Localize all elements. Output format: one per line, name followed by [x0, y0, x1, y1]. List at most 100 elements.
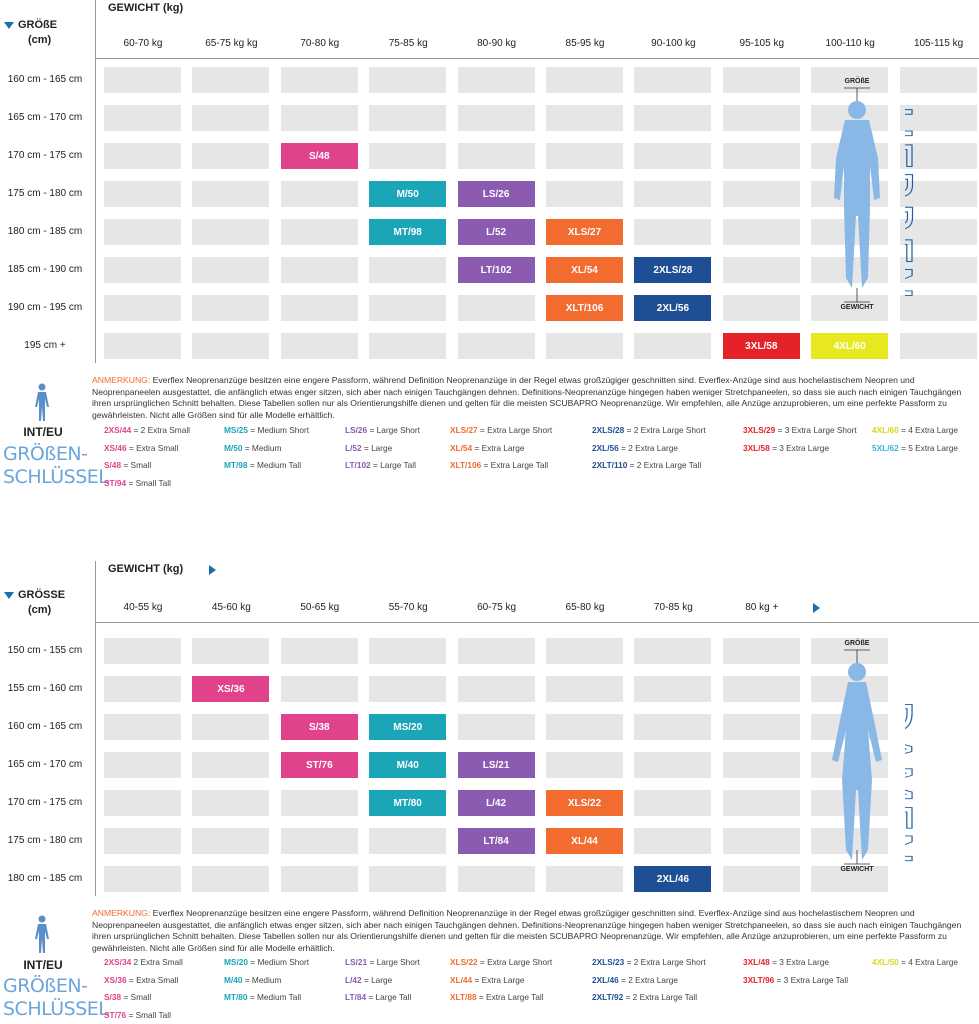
empty-cell	[280, 866, 358, 892]
key-text: = Extra Large Short	[477, 425, 553, 435]
body	[834, 120, 880, 288]
empty-cell	[104, 67, 181, 93]
empty-cell	[369, 866, 447, 892]
size-cell: XS/36	[192, 676, 270, 702]
key-code: S/38	[104, 992, 122, 1002]
key-text: = Medium Short	[247, 425, 310, 435]
key-code: XL/44	[450, 974, 473, 985]
empty-cell	[811, 638, 889, 664]
empty-cell	[634, 219, 712, 245]
head	[848, 663, 866, 681]
empty-cell	[546, 143, 623, 169]
key-code: ST/76	[104, 1009, 127, 1020]
figure-bottom-label: GEWICHT	[840, 304, 874, 311]
size-cell: L/52	[457, 219, 535, 245]
note-label: ANMERKUNG:	[92, 375, 151, 385]
key-text: = 5 Extra Large	[898, 442, 959, 453]
empty-cell	[546, 676, 623, 702]
empty-cell	[899, 295, 977, 321]
side-label: DAMEN	[905, 700, 925, 865]
empty-cell	[192, 67, 270, 93]
row-label: 175 cm - 180 cm	[7, 188, 83, 199]
empty-cell	[811, 67, 889, 93]
column-label: 95-105 kg	[739, 38, 785, 49]
key-text: = 2 Extra Large Short	[624, 957, 706, 967]
empty-cell	[369, 67, 447, 93]
key-entry: 2XL/46 = 2 Extra Large	[592, 975, 678, 985]
size-cell: LS/26	[457, 181, 535, 207]
column-label: 80 kg +	[745, 602, 779, 613]
key-code: XS/36	[104, 974, 127, 985]
empty-cell	[899, 143, 977, 169]
size-cell: S/48	[280, 143, 358, 169]
empty-cell	[634, 67, 712, 93]
size-cell: 2XLS/28	[634, 257, 712, 283]
key-entry: MS/20 = Medium Short	[224, 957, 309, 967]
size-cell: XLS/22	[546, 790, 623, 816]
note-text: Everflex Neoprenanzüge besitzen eine eng…	[92, 375, 962, 420]
empty-cell	[104, 714, 181, 740]
empty-cell	[192, 295, 270, 321]
key-text: = 3 Extra Large	[769, 442, 830, 453]
column-label: 85-95 kg	[565, 38, 605, 49]
key-code: LS/26	[345, 425, 368, 435]
size-cell: XL/54	[546, 257, 623, 283]
size-cell: 2XL/56	[634, 295, 712, 321]
figure-top-label: GRÖßE	[844, 640, 870, 647]
size-cell: ST/76	[280, 752, 358, 778]
key-text: = Extra Small	[126, 974, 179, 985]
row-label: 160 cm - 165 cm	[7, 721, 83, 732]
empty-cell	[369, 638, 447, 664]
empty-cell	[546, 714, 623, 740]
row-label: 170 cm - 175 cm	[7, 150, 83, 161]
key-entry: 2XLS/28 = 2 Extra Large Short	[592, 425, 706, 435]
key-code: 3XL/48	[743, 957, 770, 967]
empty-cell	[811, 866, 889, 892]
key-text: = Extra Large	[472, 974, 525, 985]
empty-cell	[722, 295, 800, 321]
key-entry: XLT/106 = Extra Large Tall	[450, 460, 548, 470]
empty-cell	[899, 257, 977, 283]
column-label: 45-60 kg	[211, 602, 251, 613]
key-entry: ST/76 = Small Tall	[104, 1010, 171, 1020]
person-icon	[35, 383, 49, 421]
key-text: 2 Extra Small	[131, 957, 183, 967]
key-code: 3XLT/96	[743, 974, 775, 985]
column-label: 65-80 kg	[565, 602, 605, 613]
empty-cell	[546, 181, 623, 207]
column-label: 40-55 kg	[123, 602, 163, 613]
key-code: MS/20	[224, 957, 248, 967]
empty-cell	[369, 257, 447, 283]
empty-cell	[369, 333, 447, 359]
key-text: = Extra Small	[126, 442, 179, 453]
empty-cell	[192, 257, 270, 283]
size-cell: XLS/27	[546, 219, 623, 245]
size-cell: XLT/106	[546, 295, 623, 321]
key-text: = Medium	[242, 442, 282, 453]
key-text: = 3 Extra Large	[769, 957, 830, 967]
key-entry: L/52 = Large	[345, 443, 392, 453]
empty-cell	[369, 676, 447, 702]
empty-cell	[192, 219, 270, 245]
figure	[832, 649, 882, 865]
key-text: = Large	[361, 442, 393, 453]
key-text: = 3 Extra Large Tall	[774, 974, 849, 985]
key-text: = Large Short	[367, 957, 420, 967]
size-cell: L/42	[457, 790, 535, 816]
key-code: 3XLS/29	[743, 425, 776, 435]
key-title: INT/EU	[23, 958, 63, 972]
note: ANMERKUNG: Everflex Neoprenanzüge besitz…	[92, 908, 977, 954]
row-label: 185 cm - 190 cm	[7, 264, 83, 275]
empty-cell	[104, 295, 181, 321]
empty-cell	[457, 333, 535, 359]
empty-cell	[280, 219, 358, 245]
row-label: 170 cm - 175 cm	[7, 797, 83, 808]
divider	[95, 622, 979, 623]
key-entry: MT/98 = Medium Tall	[224, 460, 301, 470]
key-code: XLT/106	[450, 460, 482, 470]
key-code: 2XLT/110	[592, 460, 628, 470]
size-cell: LT/84	[457, 828, 535, 854]
note-label: ANMERKUNG:	[92, 908, 151, 918]
empty-cell	[899, 67, 977, 93]
empty-cell	[457, 676, 535, 702]
